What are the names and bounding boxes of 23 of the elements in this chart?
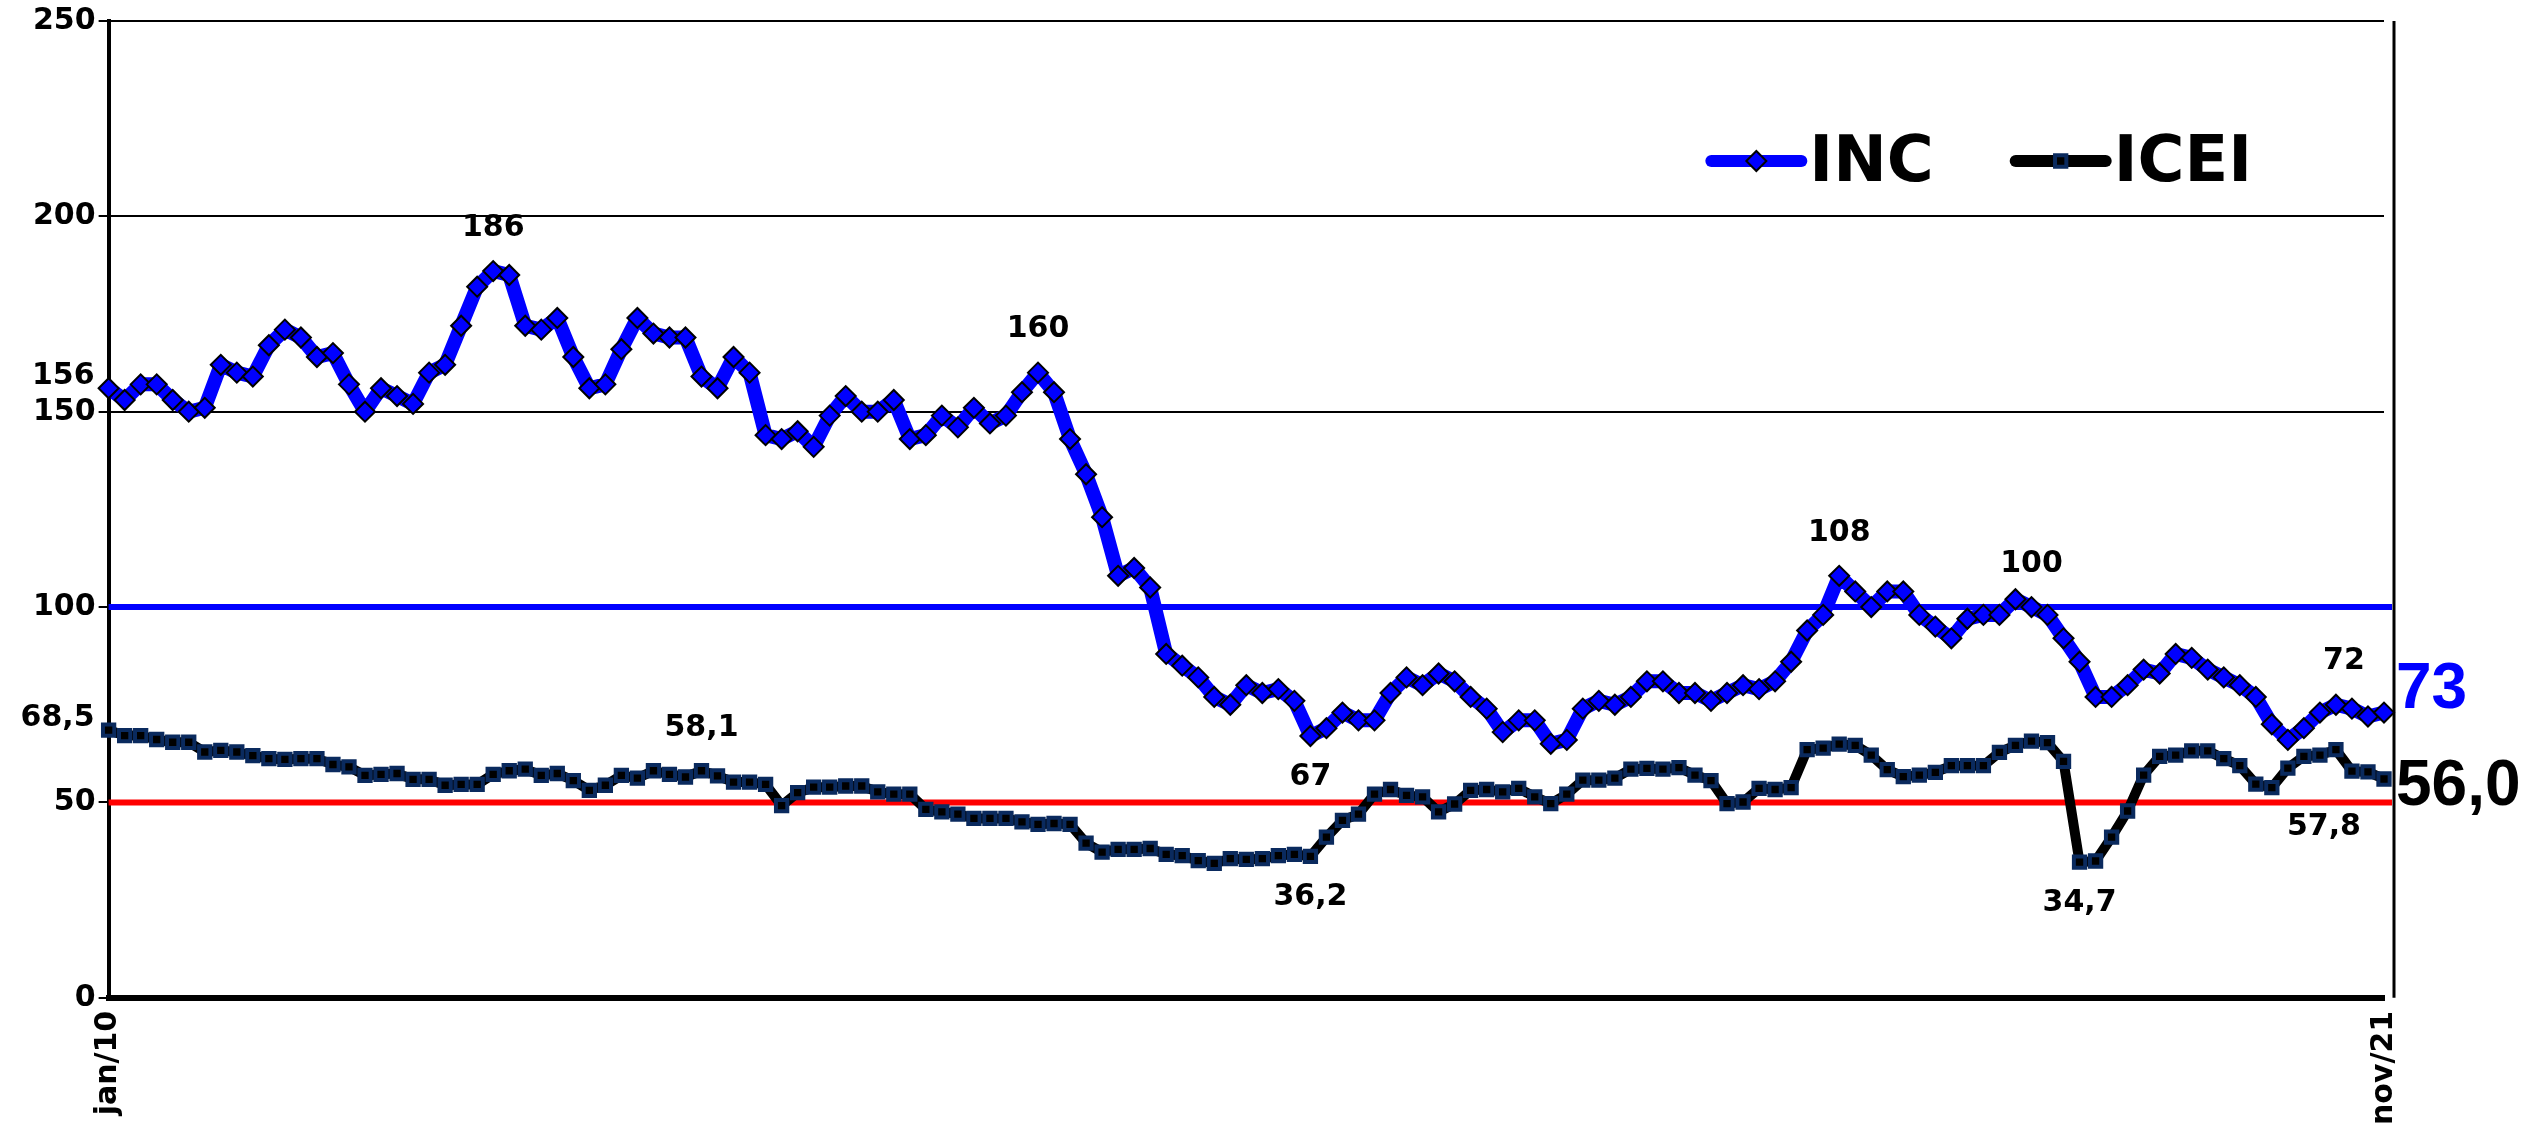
data-label: 67 [1289, 756, 1332, 792]
y-tick-label: 50 [53, 782, 96, 818]
data-label: 72 [2323, 641, 2365, 677]
y-tick-label: 200 [33, 196, 96, 232]
y-tick-label: 0 [74, 977, 96, 1013]
x-tick-label: jan/10 [88, 1010, 124, 1117]
data-label: 156 [32, 356, 95, 392]
data-label: 73 [2396, 650, 2468, 723]
legend-label: INC [1809, 121, 1934, 196]
y-tick-label: 150 [33, 391, 96, 427]
legend-label: ICEI [2113, 121, 2252, 196]
data-label: 68,5 [20, 697, 95, 733]
data-label: 160 [1006, 309, 1070, 345]
y-tick-label: 100 [33, 586, 96, 622]
data-label: 34,7 [2042, 882, 2117, 918]
x-tick-label: nov/21 [2363, 1010, 2399, 1126]
data-label: 56,0 [2396, 746, 2521, 819]
data-label: 108 [1807, 512, 1871, 548]
data-label: 57,8 [2286, 807, 2361, 843]
y-tick-label: 250 [33, 0, 96, 36]
data-label: 36,2 [1273, 877, 1348, 913]
data-label: 58,1 [664, 707, 739, 743]
data-label: 100 [2000, 543, 2063, 579]
